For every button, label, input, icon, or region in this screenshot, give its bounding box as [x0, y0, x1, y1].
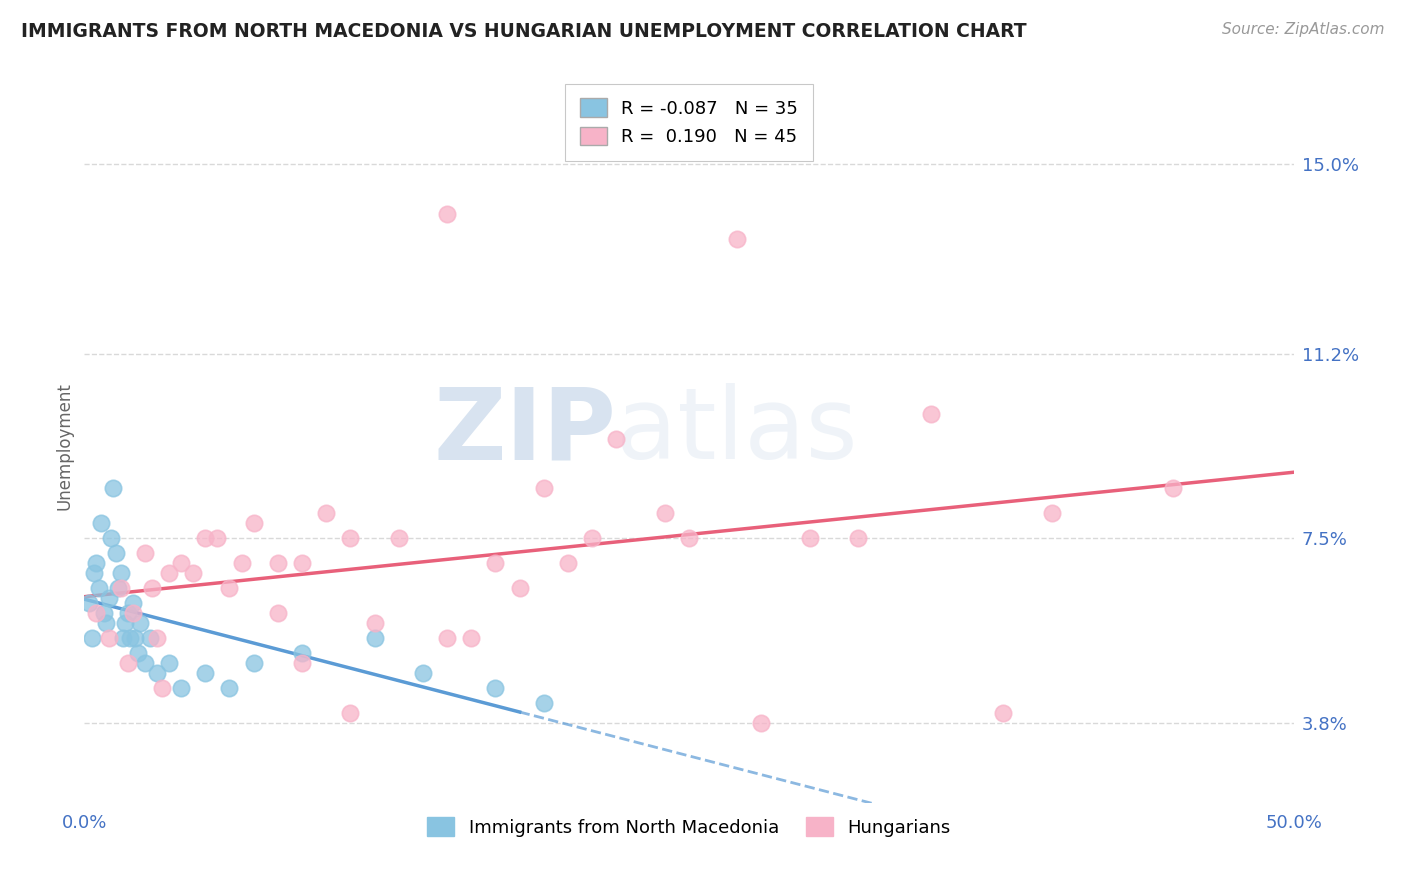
Point [267, 556, 290, 570]
Point [141, 581, 163, 595]
Point [150, 681, 173, 695]
Point [242, 516, 264, 531]
Point [218, 681, 240, 695]
Point [654, 507, 676, 521]
Point [484, 556, 506, 570]
Point [157, 566, 180, 581]
Point [725, 232, 748, 246]
Point [194, 531, 217, 545]
Point [104, 546, 127, 560]
Point [339, 531, 361, 545]
Point [107, 581, 129, 595]
Point [129, 616, 152, 631]
Point [1161, 482, 1184, 496]
Point [460, 631, 482, 645]
Point [291, 646, 314, 660]
Point [80, 631, 103, 645]
Point [86, 606, 108, 620]
Point [121, 606, 143, 620]
Point [124, 631, 146, 645]
Point [114, 616, 136, 631]
Point [110, 566, 132, 581]
Point [134, 546, 156, 560]
Point [363, 616, 385, 631]
Point [484, 681, 506, 695]
Point [93, 606, 115, 620]
Point [388, 531, 411, 545]
Point [291, 656, 314, 670]
Point [112, 631, 135, 645]
Point [436, 207, 458, 221]
Point [100, 531, 122, 545]
Point [678, 531, 700, 545]
Text: atlas: atlas [616, 384, 858, 480]
Point [87, 581, 110, 595]
Point [83, 566, 105, 581]
Point [267, 606, 290, 620]
Point [920, 407, 942, 421]
Point [194, 666, 217, 681]
Point [117, 656, 139, 670]
Point [117, 606, 139, 620]
Point [581, 531, 603, 545]
Point [291, 556, 314, 570]
Text: IMMIGRANTS FROM NORTH MACEDONIA VS HUNGARIAN UNEMPLOYMENT CORRELATION CHART: IMMIGRANTS FROM NORTH MACEDONIA VS HUNGA… [21, 22, 1026, 41]
Point [127, 646, 149, 660]
Point [412, 666, 434, 681]
Point [103, 482, 125, 496]
Point [533, 696, 555, 710]
Point [533, 482, 555, 496]
Point [138, 631, 160, 645]
Legend: Immigrants from North Macedonia, Hungarians: Immigrants from North Macedonia, Hungari… [420, 810, 957, 844]
Point [993, 706, 1015, 720]
Point [146, 631, 169, 645]
Point [77, 596, 100, 610]
Point [120, 631, 142, 645]
Point [509, 581, 531, 595]
Point [146, 666, 169, 681]
Point [605, 432, 627, 446]
Point [339, 706, 361, 720]
Text: ZIP: ZIP [433, 384, 616, 480]
Point [846, 531, 869, 545]
Point [134, 656, 156, 670]
Point [97, 591, 120, 606]
Point [90, 516, 112, 531]
Point [110, 581, 132, 595]
Point [170, 681, 193, 695]
Point [436, 631, 458, 645]
Point [157, 656, 180, 670]
Point [231, 556, 253, 570]
Y-axis label: Unemployment: Unemployment [55, 382, 73, 510]
Text: Source: ZipAtlas.com: Source: ZipAtlas.com [1222, 22, 1385, 37]
Point [207, 531, 229, 545]
Point [242, 656, 264, 670]
Point [799, 531, 821, 545]
Point [94, 616, 117, 631]
Point [181, 566, 204, 581]
Point [1040, 507, 1063, 521]
Point [97, 631, 120, 645]
Point [121, 596, 143, 610]
Point [751, 715, 773, 730]
Point [86, 556, 108, 570]
Point [557, 556, 579, 570]
Point [363, 631, 385, 645]
Point [170, 556, 193, 570]
Point [315, 507, 337, 521]
Point [218, 581, 240, 595]
